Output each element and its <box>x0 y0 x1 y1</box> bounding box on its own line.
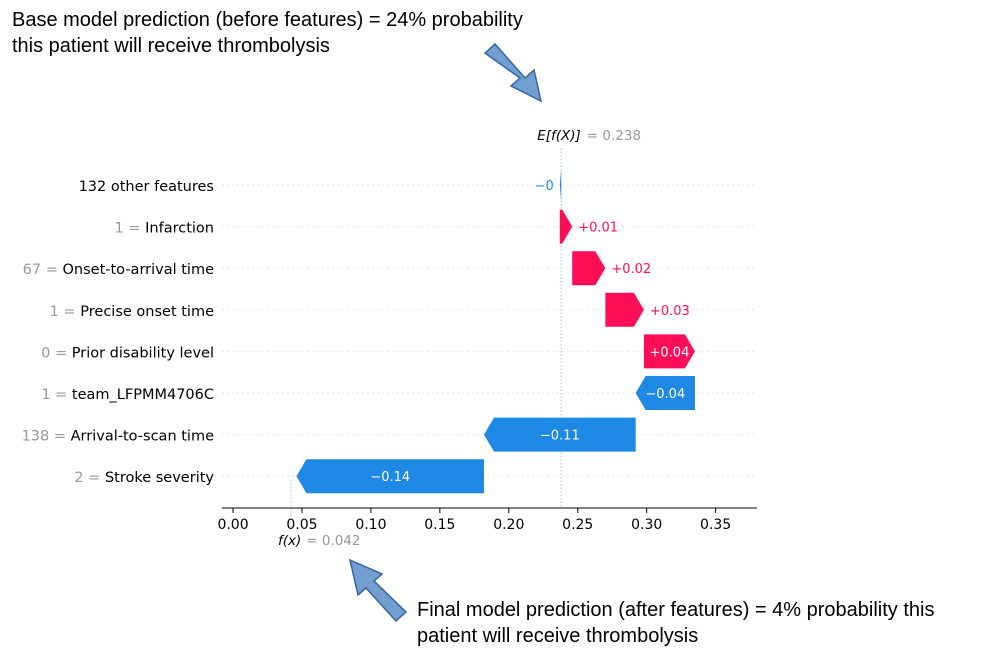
contribution-label: −0.04 <box>645 387 685 402</box>
contribution-bar <box>296 459 484 494</box>
contribution-label: −0.11 <box>540 429 580 444</box>
x-tick-label: 0.20 <box>493 517 524 533</box>
contribution-label: +0.02 <box>611 262 651 277</box>
contribution-bar <box>559 209 573 244</box>
x-tick-label: 0.25 <box>562 517 593 533</box>
contribution-label: −0 <box>535 179 554 194</box>
contribution-label: +0.04 <box>650 345 690 360</box>
reference-lines <box>290 148 562 530</box>
feature-name: 0 = Prior disability level <box>41 345 214 361</box>
feature-name: 2 = Stroke severity <box>74 470 214 486</box>
x-tick-label: 0.35 <box>700 517 731 533</box>
final-prediction-callout: Final model prediction (after features) … <box>417 599 935 647</box>
contribution-label: −0.14 <box>370 470 410 485</box>
feature-name: 132 other features <box>79 179 214 195</box>
contribution-bar <box>605 292 644 327</box>
contribution-bars <box>296 168 695 494</box>
x-tick-label: 0.30 <box>631 517 662 533</box>
x-tick-label: 0.15 <box>424 517 455 533</box>
base-prediction-callout: Base model prediction (before features) … <box>12 9 523 57</box>
feature-name: 1 = team_LFPMM4706C <box>41 387 214 403</box>
contribution-bar <box>559 168 562 202</box>
final-value-label: f(x) = 0.042 <box>278 533 361 549</box>
base-value-label: E[f(X)] = 0.238 <box>537 128 641 144</box>
contribution-bar <box>635 376 695 410</box>
x-tick-label: 0.10 <box>355 517 386 533</box>
arrow-down-icon <box>483 42 543 103</box>
contribution-bar <box>643 334 695 369</box>
contribution-bar <box>483 417 636 452</box>
contribution-bar <box>572 251 606 286</box>
feature-name: 1 = Infarction <box>115 221 214 237</box>
contribution-label: +0.01 <box>578 221 618 236</box>
arrow-up-icon <box>348 558 408 623</box>
x-axis: 0.00 0.05 0.10 0.15 0.20 0.25 0.30 0.35 <box>217 507 757 533</box>
feature-name: 1 = Precise onset time <box>50 304 214 320</box>
feature-name: 138 = Arrival-to-scan time <box>22 429 214 445</box>
x-tick-label: 0.00 <box>217 517 248 533</box>
contribution-label: +0.03 <box>650 304 690 319</box>
feature-labels: −0 132 other features +0.01 1 = Infarction +… <box>22 128 690 549</box>
x-tick-label: 0.05 <box>286 517 317 533</box>
feature-name: 67 = Onset-to-arrival time <box>23 262 214 278</box>
